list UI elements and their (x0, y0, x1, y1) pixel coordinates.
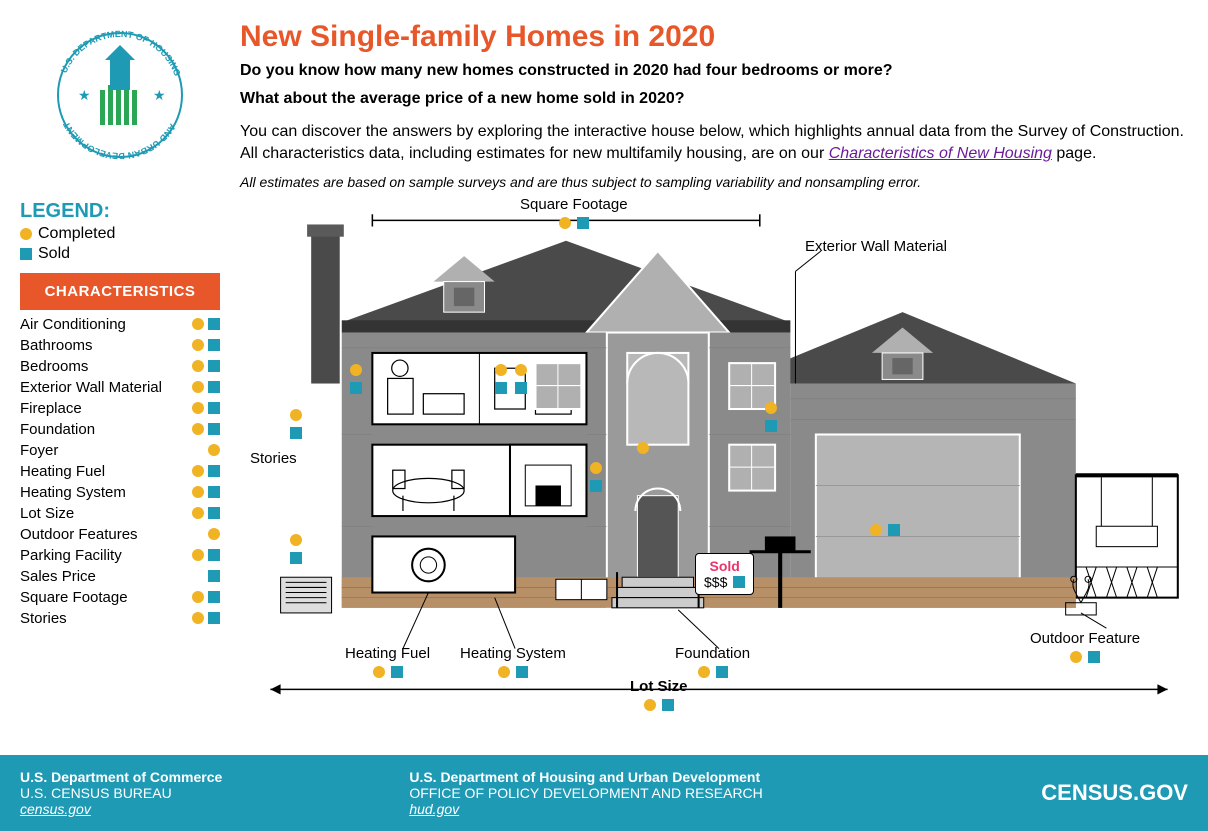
description: You can discover the answers by explorin… (240, 121, 1188, 166)
characteristic-item[interactable]: Foyer (20, 440, 220, 461)
hud-logo: U.S. DEPARTMENT OF HOUSING AND URBAN DEV… (20, 20, 220, 190)
characteristic-label: Parking Facility (20, 547, 122, 564)
callout-lot-size[interactable]: Lot Size (630, 678, 688, 711)
marks-foyer[interactable] (590, 458, 602, 492)
characteristic-marks (192, 591, 220, 603)
legend-sold-label: Sold (38, 245, 70, 263)
characteristic-label: Heating System (20, 484, 126, 501)
characteristic-label: Bedrooms (20, 358, 88, 375)
characteristic-marks (192, 507, 220, 519)
callout-heating-system[interactable]: Heating System (460, 645, 566, 678)
characteristic-marks (192, 486, 220, 498)
marks-bedroom[interactable] (350, 360, 362, 394)
characteristic-item[interactable]: Exterior Wall Material (20, 377, 220, 398)
characteristic-label: Outdoor Features (20, 526, 138, 543)
svg-text:★: ★ (78, 87, 91, 103)
characteristic-marks (208, 570, 220, 582)
characteristics-button[interactable]: CHARACTERISTICS (20, 273, 220, 310)
characteristic-label: Heating Fuel (20, 463, 105, 480)
characteristic-marks (192, 360, 220, 372)
characteristic-marks (208, 444, 220, 456)
footer: U.S. Department of Commerce U.S. CENSUS … (0, 755, 1208, 831)
marks-foyer-dot[interactable] (637, 438, 649, 454)
marks-window[interactable] (515, 360, 527, 394)
characteristic-label: Foundation (20, 421, 95, 438)
footer-dept-1: U.S. Department of Commerce (20, 769, 409, 785)
callout-exterior-wall[interactable]: Exterior Wall Material (805, 238, 947, 255)
callout-foundation[interactable]: Foundation (675, 645, 750, 678)
characteristic-item[interactable]: Bedrooms (20, 356, 220, 377)
callout-stories[interactable]: Stories (250, 450, 297, 467)
description-text-2: page. (1052, 145, 1096, 162)
characteristic-marks (192, 612, 220, 624)
characteristic-marks (192, 402, 220, 414)
legend-completed-label: Completed (38, 225, 115, 243)
legend-sold: Sold (20, 245, 220, 263)
footer-link-1[interactable]: census.gov (20, 801, 91, 817)
page-title: New Single-family Homes in 2020 (240, 20, 1188, 54)
characteristic-item[interactable]: Air Conditioning (20, 314, 220, 335)
characteristic-item[interactable]: Sales Price (20, 566, 220, 587)
characteristic-item[interactable]: Stories (20, 608, 220, 629)
characteristic-label: Fireplace (20, 400, 82, 417)
characteristic-item[interactable]: Square Footage (20, 587, 220, 608)
callout-square-footage[interactable]: Square Footage (520, 196, 628, 229)
characteristic-item[interactable]: Fireplace (20, 398, 220, 419)
footer-bureau-1: U.S. CENSUS BUREAU (20, 785, 409, 801)
characteristic-label: Lot Size (20, 505, 74, 522)
marks-parking[interactable] (870, 520, 900, 536)
characteristic-label: Sales Price (20, 568, 96, 585)
characteristic-marks (192, 339, 220, 351)
characteristic-label: Foyer (20, 442, 58, 459)
characteristic-marks (192, 423, 220, 435)
characteristic-item[interactable]: Lot Size (20, 503, 220, 524)
callout-stories-marks-2[interactable] (290, 530, 302, 564)
footer-bureau-2: OFFICE OF POLICY DEVELOPMENT AND RESEARC… (409, 785, 798, 801)
svg-text:★: ★ (153, 87, 166, 103)
callout-heating-fuel[interactable]: Heating Fuel (345, 645, 430, 678)
subtitle-1: Do you know how many new homes construct… (240, 60, 1188, 82)
characteristics-list: Air Conditioning Bathrooms Bedrooms Exterio… (20, 314, 220, 629)
footer-link-2[interactable]: hud.gov (409, 801, 459, 817)
marks-bathroom[interactable] (495, 360, 507, 394)
characteristic-item[interactable]: Bathrooms (20, 335, 220, 356)
legend-completed: Completed (20, 225, 220, 243)
legend-title: LEGEND: (20, 200, 220, 223)
characteristic-marks (192, 549, 220, 561)
characteristic-label: Air Conditioning (20, 316, 126, 333)
characteristic-marks (192, 465, 220, 477)
callout-stories-marks-1[interactable] (290, 405, 302, 439)
footer-brand: CENSUS.GOV (799, 780, 1188, 806)
characteristics-link[interactable]: Characteristics of New Housing (829, 145, 1052, 162)
sold-sign[interactable]: Sold $$$ (695, 553, 754, 595)
callout-exterior-marks[interactable] (765, 398, 777, 432)
characteristic-label: Square Footage (20, 589, 128, 606)
characteristic-label: Stories (20, 610, 67, 627)
characteristic-label: Exterior Wall Material (20, 379, 162, 396)
subtitle-2: What about the average price of a new ho… (240, 88, 1188, 110)
callout-outdoor-feature[interactable]: Outdoor Feature (1030, 630, 1140, 663)
footnote: All estimates are based on sample survey… (240, 174, 1188, 190)
house-diagram[interactable]: Square Footage Exterior Wall Material St… (250, 200, 1188, 735)
characteristic-marks (192, 318, 220, 330)
characteristic-item[interactable]: Parking Facility (20, 545, 220, 566)
svg-text:AND URBAN DEVELOPMENT: AND URBAN DEVELOPMENT (61, 120, 178, 161)
characteristic-marks (192, 381, 220, 393)
characteristic-item[interactable]: Foundation (20, 419, 220, 440)
footer-dept-2: U.S. Department of Housing and Urban Dev… (409, 769, 798, 785)
characteristic-marks (208, 528, 220, 540)
characteristic-item[interactable]: Outdoor Features (20, 524, 220, 545)
characteristic-item[interactable]: Heating Fuel (20, 461, 220, 482)
characteristic-label: Bathrooms (20, 337, 93, 354)
characteristic-item[interactable]: Heating System (20, 482, 220, 503)
